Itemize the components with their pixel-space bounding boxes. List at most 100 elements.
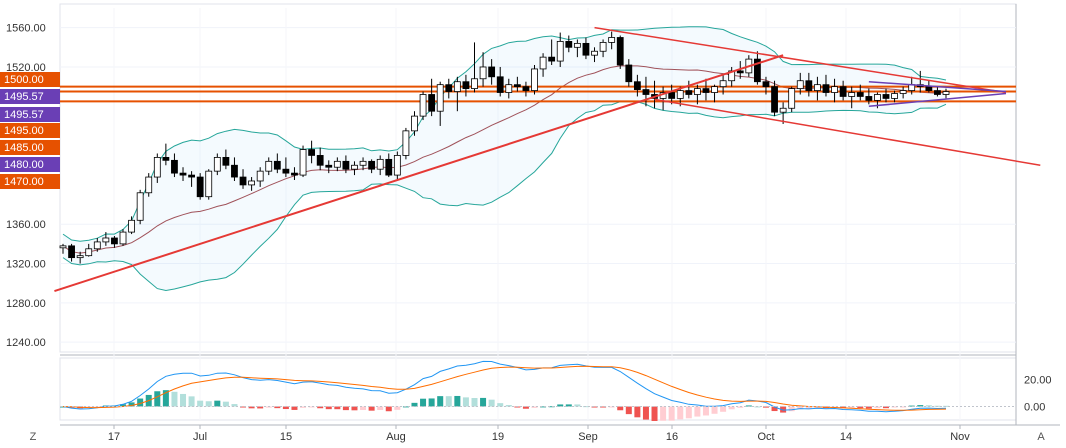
candle bbox=[119, 229, 127, 246]
histogram-bar bbox=[557, 404, 564, 407]
candle bbox=[891, 90, 898, 103]
histogram-bar bbox=[694, 406, 701, 417]
candle bbox=[479, 52, 487, 87]
histogram-bar bbox=[274, 406, 281, 409]
histogram-bar bbox=[394, 406, 401, 410]
candle-body bbox=[479, 66, 487, 80]
histogram-bar bbox=[531, 406, 538, 408]
candle-body bbox=[111, 237, 118, 245]
candle-body bbox=[522, 86, 530, 91]
candle-body bbox=[505, 84, 513, 93]
candle-body bbox=[196, 176, 204, 198]
candle-body bbox=[291, 172, 298, 176]
histogram-bar bbox=[205, 401, 212, 407]
candle bbox=[299, 145, 307, 178]
histogram-bar bbox=[882, 406, 889, 409]
price-tick-label: 1560.00 bbox=[6, 23, 46, 35]
candle-body bbox=[402, 130, 410, 156]
histogram-bar bbox=[462, 397, 469, 407]
candle-body bbox=[831, 86, 838, 93]
candle-body bbox=[925, 86, 933, 91]
candle bbox=[205, 169, 213, 200]
time-tick-label: Jul bbox=[193, 431, 207, 443]
candle bbox=[882, 88, 890, 103]
candle bbox=[805, 72, 813, 97]
histogram-bar bbox=[325, 406, 332, 410]
candle-body bbox=[942, 91, 950, 95]
histogram-bar bbox=[745, 405, 752, 407]
candlestick-series bbox=[59, 31, 950, 264]
candle-body bbox=[762, 81, 770, 88]
candle-body bbox=[771, 86, 778, 113]
histogram-bar bbox=[840, 406, 847, 409]
candle bbox=[788, 86, 796, 113]
candle-body bbox=[642, 89, 650, 95]
candle bbox=[411, 111, 418, 136]
candle-body bbox=[316, 155, 324, 166]
candle bbox=[359, 157, 367, 171]
candle-body bbox=[445, 84, 453, 92]
candle bbox=[539, 53, 547, 77]
auto-scale-z-button[interactable]: Z bbox=[29, 431, 37, 443]
candle-body bbox=[736, 70, 744, 74]
candle bbox=[934, 86, 941, 97]
candle bbox=[462, 74, 470, 97]
candle bbox=[213, 153, 221, 176]
candle-body bbox=[462, 81, 470, 89]
candle bbox=[368, 159, 376, 174]
price-tick-label: 1360.00 bbox=[6, 219, 46, 231]
candle bbox=[831, 78, 838, 103]
histogram-bar bbox=[891, 406, 898, 408]
candle-body bbox=[222, 156, 230, 166]
candle bbox=[513, 76, 521, 92]
histogram-bar bbox=[591, 406, 598, 408]
candle bbox=[265, 157, 273, 176]
candle-body bbox=[333, 160, 341, 168]
candle bbox=[719, 74, 727, 95]
candle-body bbox=[685, 90, 693, 95]
candle-body bbox=[325, 164, 333, 168]
candle bbox=[685, 80, 693, 99]
time-tick-label: 17 bbox=[108, 431, 120, 443]
bollinger-upper bbox=[62, 26, 947, 242]
candle bbox=[376, 155, 384, 176]
triangle-lower-edge bbox=[868, 92, 1007, 108]
time-tick-label: 19 bbox=[492, 431, 504, 443]
candle-body bbox=[299, 149, 307, 176]
price-tick-label: 1520.00 bbox=[6, 62, 46, 74]
candle-body bbox=[788, 88, 796, 109]
candle-body bbox=[85, 248, 93, 257]
candle-body bbox=[213, 156, 221, 172]
bollinger-bands bbox=[62, 26, 947, 292]
candle bbox=[591, 47, 598, 63]
candle bbox=[102, 232, 110, 246]
candle bbox=[171, 153, 178, 178]
histogram-bar bbox=[848, 406, 855, 408]
candle bbox=[111, 236, 118, 248]
candle-body bbox=[668, 92, 676, 99]
histogram-bar bbox=[651, 406, 658, 422]
candle-body bbox=[531, 68, 538, 91]
candle-body bbox=[711, 86, 718, 93]
candle-body bbox=[565, 41, 573, 48]
candle-body bbox=[753, 58, 761, 83]
candle bbox=[531, 65, 538, 95]
candle-body bbox=[633, 81, 641, 90]
histogram-bar bbox=[600, 406, 607, 408]
histogram-bar bbox=[917, 405, 924, 407]
candle-body bbox=[814, 84, 821, 91]
candle bbox=[762, 76, 770, 95]
histogram-bar bbox=[222, 401, 229, 407]
candle bbox=[573, 39, 581, 58]
candle bbox=[222, 149, 230, 170]
candle-body bbox=[128, 219, 135, 233]
histogram-bar bbox=[342, 406, 349, 411]
candle bbox=[428, 78, 436, 117]
candle bbox=[899, 86, 907, 99]
auto-scale-a-button[interactable]: A bbox=[1037, 431, 1045, 443]
candle-body bbox=[882, 94, 890, 99]
bollinger-fill bbox=[63, 26, 946, 291]
falling-trend-line-upper bbox=[594, 26, 1007, 94]
histogram-bar bbox=[634, 406, 641, 418]
time-tick-label: Oct bbox=[757, 431, 774, 443]
